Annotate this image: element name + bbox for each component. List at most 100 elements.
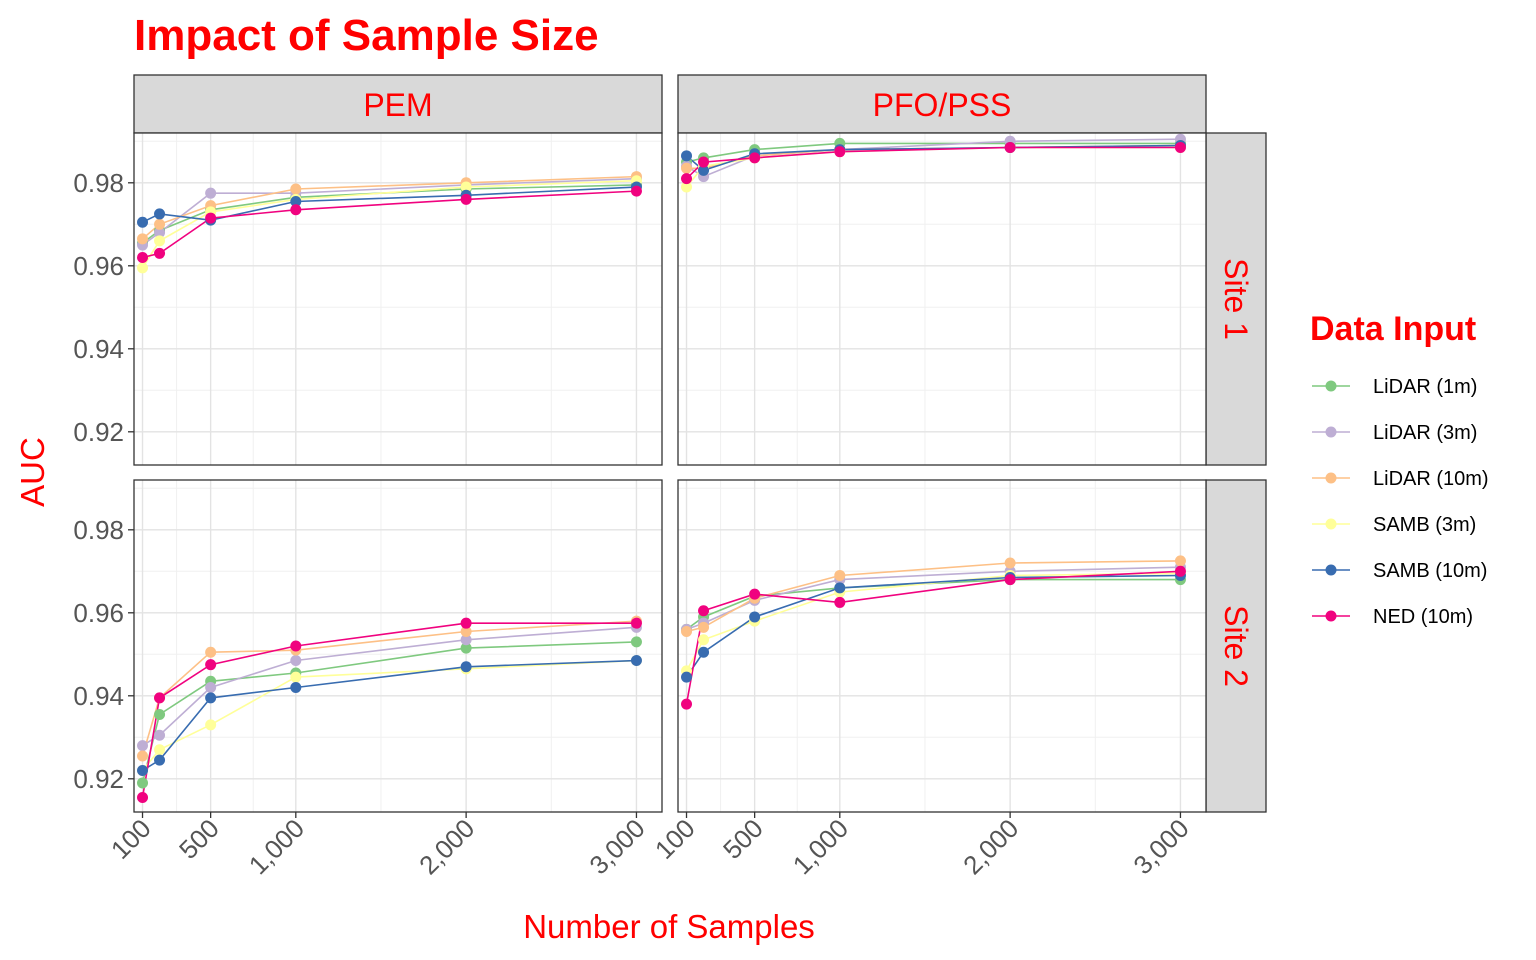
y-tick-label: 0.96 [73,598,124,628]
legend-label: LiDAR (3m) [1373,422,1477,444]
data-point [630,655,642,667]
y-tick-label: 0.98 [73,168,124,198]
data-point [698,621,710,633]
legend-marker [1325,472,1337,484]
data-point [460,617,472,629]
legend-marker [1325,610,1337,622]
x-tick-label: 2,000 [957,813,1024,880]
legend-item: LiDAR (3m) [1312,422,1477,444]
data-point [154,235,166,247]
data-point [460,634,472,646]
data-point [154,754,166,766]
data-point [630,185,642,197]
legend-label: LiDAR (10m) [1373,468,1489,490]
column-strip-label: PFO/PSS [873,87,1012,123]
data-point [137,777,149,789]
data-point [137,216,149,228]
panel-border [133,479,663,813]
data-point [290,655,302,667]
data-point [137,740,149,752]
legend-marker [1325,380,1337,392]
data-point [137,765,149,776]
legend-marker [1325,426,1337,438]
legend-item: SAMB (10m) [1312,560,1487,582]
data-point [137,252,149,263]
data-point [205,719,217,731]
data-point [681,173,693,185]
x-tick-label: 100 [105,813,157,865]
data-point [137,233,149,245]
data-point [698,156,710,168]
data-point [205,212,217,224]
x-tick-label: 100 [649,813,701,865]
legend-label: SAMB (3m) [1373,514,1476,536]
panel-border [133,132,663,466]
legend-item: LiDAR (10m) [1312,468,1489,490]
data-point [1174,142,1186,154]
x-tick-label: 2,000 [413,813,480,880]
data-point [154,208,166,220]
data-point [137,791,149,803]
series-line [141,641,637,784]
data-point [1004,142,1016,154]
facet-panels: PEM PFO/PSS Site 1 Site 2 [133,74,1267,813]
x-tick-label: 1,000 [787,813,854,880]
data-point [460,193,472,205]
legend-label: NED (10m) [1373,606,1473,628]
x-axis-title: Number of Samples [523,908,815,945]
data-point [205,682,217,693]
data-point [205,187,217,199]
row-strip-label: Site 1 [1218,258,1254,340]
panel-background [678,133,1206,465]
data-point [137,262,149,274]
data-point [460,642,472,654]
column-strip-label: PEM [363,87,432,123]
data-point [154,247,166,259]
data-point [205,646,217,658]
legend-label: LiDAR (1m) [1373,376,1477,398]
facet-panel [677,479,1207,813]
data-point [290,183,302,195]
data-point [460,625,472,637]
legend-marker [1325,518,1337,530]
data-point [154,218,166,230]
legend-item: SAMB (3m) [1312,514,1476,536]
data-point [630,636,642,648]
data-point [137,750,149,762]
data-point [460,181,472,193]
data-point [834,582,846,594]
data-point [290,640,302,652]
data-point [1174,565,1186,577]
data-point [290,682,302,693]
legend-label: SAMB (10m) [1373,560,1487,582]
data-point [290,195,302,207]
chart-title: Impact of Sample Size [134,11,599,60]
data-point [681,150,693,162]
data-point [749,588,761,600]
data-point [681,162,693,174]
legend-title: Data Input [1310,310,1476,348]
data-point [698,634,710,646]
panel-border [677,479,1207,813]
data-point [205,692,217,704]
facet-panel [133,479,663,813]
y-axis-title: AUC [14,437,51,507]
data-point [154,744,166,756]
legend: Data Input LiDAR (1m) LiDAR (3m) LiDAR (10m… [1310,310,1489,628]
y-tick-label: 0.98 [73,515,124,545]
row-strip [1205,479,1267,813]
data-point [1004,574,1016,586]
row-strip [1205,132,1267,466]
y-tick-label: 0.94 [73,334,124,364]
y-axis-ticks: 0.92 0.94 0.96 0.98 0.92 0.94 0.96 0.98 [73,168,134,794]
data-point [834,596,846,608]
data-point [1174,555,1186,567]
data-point [290,671,302,683]
data-point [290,204,302,216]
data-point [749,152,761,164]
y-tick-label: 0.92 [73,764,124,794]
y-tick-label: 0.94 [73,681,124,711]
x-tick-label: 500 [173,813,225,865]
